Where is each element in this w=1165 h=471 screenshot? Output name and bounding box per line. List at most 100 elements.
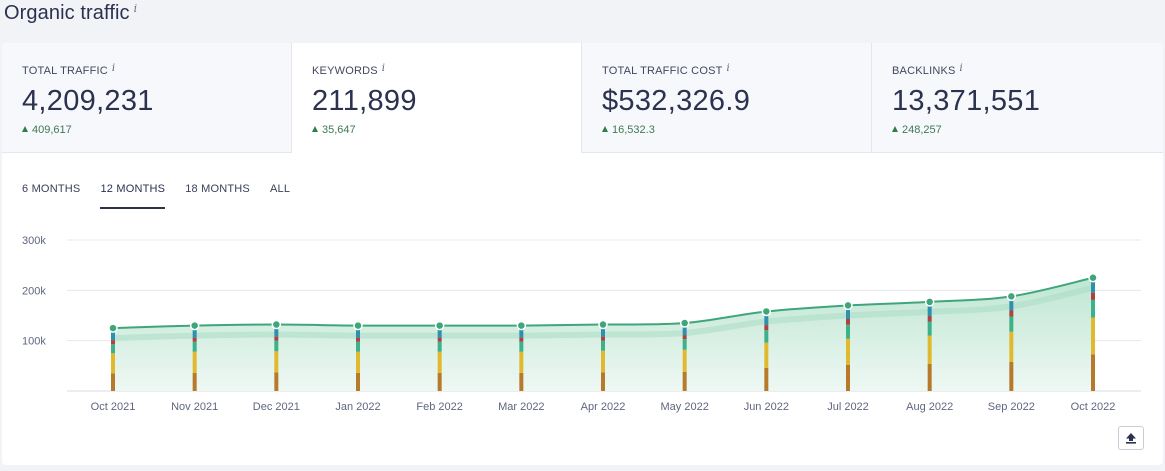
stack-segment: [519, 325, 524, 338]
x-tick-label: Aug 2022: [906, 401, 953, 413]
stack-segment: [601, 372, 605, 391]
stack-segment: [682, 339, 687, 350]
metric-value: $532,326.9: [602, 85, 751, 117]
y-tick-label: 200k: [22, 285, 46, 297]
stack-segment: [356, 325, 360, 338]
x-tick-label: Oct 2021: [91, 401, 136, 413]
stack-segment: [927, 321, 932, 336]
stack-segment: [846, 324, 850, 339]
period-tabs: 6 MONTHS 12 MONTHS 18 MONTHS ALL: [22, 183, 310, 209]
x-tick-label: Jul 2022: [827, 401, 869, 413]
stack-segment: [192, 337, 197, 342]
stack-segment: [437, 341, 442, 352]
metric-total-traffic[interactable]: TOTAL TRAFFIC i 4,209,231 409,617: [2, 43, 292, 153]
metric-backlinks[interactable]: BACKLINKS i 13,371,551 248,257: [872, 43, 1163, 153]
metric-label: BACKLINKS: [892, 65, 956, 77]
stack-segment: [519, 351, 524, 373]
stack-segment: [846, 364, 850, 391]
stack-segment: [111, 340, 115, 345]
info-icon[interactable]: i: [726, 63, 730, 74]
stack-segment: [682, 335, 687, 340]
upload-icon: [1126, 433, 1136, 444]
metric-delta: 248,257: [902, 124, 942, 136]
stack-segment: [682, 371, 687, 391]
stack-segment: [356, 372, 360, 391]
info-icon[interactable]: i: [133, 2, 138, 15]
info-icon[interactable]: i: [111, 63, 116, 74]
stack-segment: [192, 351, 197, 373]
data-point: [761, 306, 772, 317]
info-icon[interactable]: i: [959, 63, 963, 74]
metric-label: KEYWORDS: [312, 65, 378, 77]
stack-segment: [274, 351, 279, 373]
arrow-up-icon: [312, 126, 318, 132]
y-tick-label: 100k: [22, 336, 46, 348]
export-button[interactable]: [1118, 426, 1144, 450]
stack-segment: [601, 336, 605, 341]
organic-traffic-card: TOTAL TRAFFIC i 4,209,231 409,617 KEYWORD…: [2, 43, 1163, 465]
data-point: [1088, 273, 1098, 283]
metric-label: TOTAL TRAFFIC COST: [602, 65, 723, 77]
tab-18-months[interactable]: 18 MONTHS: [185, 183, 250, 195]
x-tick-label: Jun 2022: [744, 401, 789, 413]
stack-segment: [274, 340, 279, 352]
data-point: [679, 318, 690, 328]
tab-all[interactable]: ALL: [269, 183, 291, 195]
metric-delta: 35,647: [322, 124, 356, 136]
stack-segment: [192, 325, 197, 338]
data-point: [189, 320, 200, 331]
arrow-up-icon: [602, 126, 608, 132]
data-point: [108, 323, 118, 333]
stack-segment: [1009, 361, 1014, 391]
metric-delta: 409,617: [32, 124, 72, 136]
stack-segment: [682, 323, 687, 336]
stack-segment: [927, 316, 932, 322]
stack-segment: [601, 324, 605, 337]
page-title: Organic traffic i: [4, 2, 137, 25]
stack-segment: [1091, 292, 1095, 300]
stack-segment: [356, 337, 360, 342]
stack-segment: [192, 341, 197, 352]
stack-segment: [437, 372, 442, 391]
stack-segment: [437, 325, 442, 338]
stack-segment: [519, 337, 524, 342]
stack-segment: [601, 340, 605, 351]
stack-segment: [274, 372, 279, 391]
stack-segment: [1009, 316, 1014, 332]
metric-label: TOTAL TRAFFIC: [22, 65, 108, 77]
metric-delta: 16,532.3: [612, 124, 655, 136]
x-tick-label: Feb 2022: [416, 401, 462, 413]
stack-segment: [111, 344, 115, 354]
stack-segment: [274, 324, 279, 337]
stack-segment: [519, 341, 524, 352]
stack-segment: [1091, 354, 1095, 391]
stack-segment: [356, 341, 360, 352]
stack-segment: [1009, 296, 1014, 311]
stack-segment: [1091, 299, 1095, 318]
x-tick-label: Nov 2021: [171, 401, 218, 413]
stack-segment: [437, 351, 442, 373]
stack-segment: [1091, 317, 1095, 355]
stack-segment: [601, 350, 605, 373]
traffic-chart: 100k 200k 300k Oct 2021 Nov 2021 Dec 2021 Jan …: [22, 235, 1141, 413]
x-tick-label: Oct 2022: [1071, 401, 1116, 413]
stack-segment: [437, 337, 442, 342]
x-tick-label: Dec 2021: [253, 401, 300, 413]
metric-total-traffic-cost[interactable]: TOTAL TRAFFIC COST i $532,326.9 16,532.3: [582, 43, 872, 153]
stack-segment: [764, 330, 769, 343]
page-title-text: Organic traffic: [4, 2, 130, 24]
tab-6-months[interactable]: 6 MONTHS: [22, 183, 81, 195]
arrow-up-icon: [892, 126, 898, 132]
data-point: [1006, 291, 1017, 302]
stack-segment: [927, 301, 932, 317]
data-point: [271, 319, 282, 330]
stack-segment: [111, 328, 115, 341]
stack-segment: [1091, 277, 1095, 293]
data-point: [516, 320, 527, 331]
y-tick-label: 300k: [22, 235, 46, 247]
stack-segment: [111, 353, 115, 374]
info-icon[interactable]: i: [381, 63, 386, 74]
metric-keywords[interactable]: KEYWORDS i 211,899 35,647: [292, 43, 582, 153]
tab-12-months[interactable]: 12 MONTHS: [100, 183, 166, 209]
data-point: [843, 300, 853, 311]
